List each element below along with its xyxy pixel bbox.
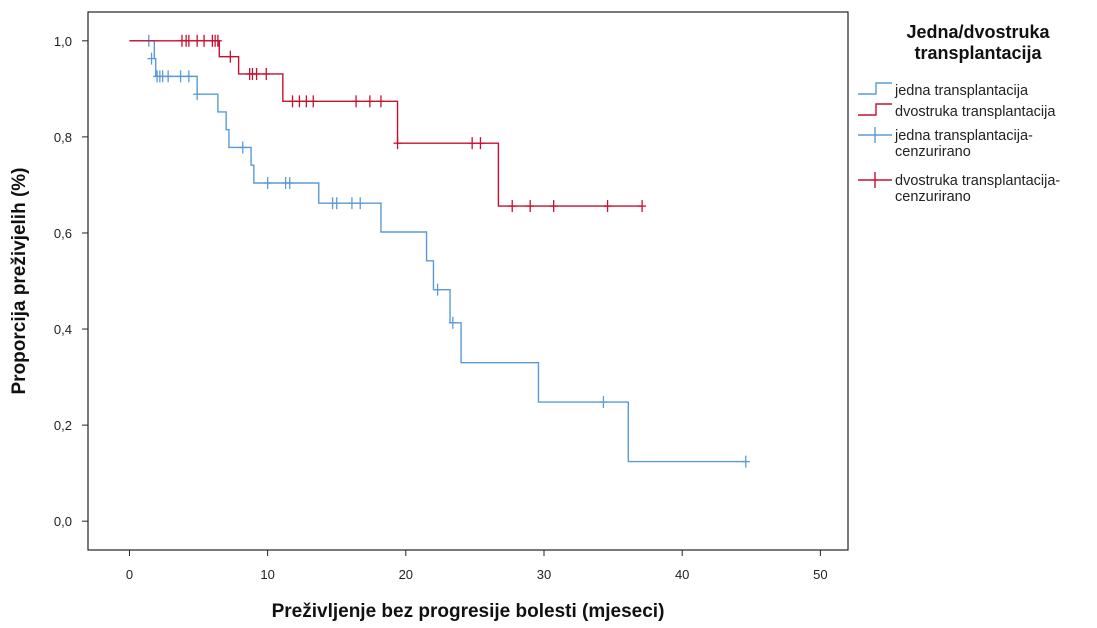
censor-mark-dvostruka — [468, 137, 477, 150]
censor-mark-dvostruka — [638, 200, 647, 213]
censor-mark-dvostruka — [213, 34, 222, 47]
censor-mark-jedna — [285, 177, 294, 190]
censor-mark-jedna — [433, 283, 442, 296]
legend-step-icon — [858, 103, 892, 116]
censor-mark-dvostruka — [288, 95, 297, 108]
y-axis-title: Proporcija preživjelih (%) — [9, 168, 30, 395]
plot-frame — [87, 11, 849, 551]
x-tick-label: 10 — [260, 567, 274, 582]
censor-mark-jedna — [741, 455, 750, 468]
censor-mark-dvostruka — [262, 67, 271, 80]
y-tick-label: 0,2 — [54, 418, 72, 433]
censor-mark-dvostruka — [376, 95, 385, 108]
censor-mark-dvostruka — [352, 95, 361, 108]
censor-mark-jedna — [184, 70, 193, 83]
legend-title: Jedna/dvostruka — [906, 22, 1050, 42]
survival-curve-jedna — [129, 40, 746, 463]
censor-mark-jedna — [599, 396, 608, 409]
axes-layer: 0 10 20 30 40 50 0,0 0,2 0,4 0,6 0,8 1,0 — [54, 34, 828, 582]
censor-mark-dvostruka — [193, 34, 202, 47]
censor-mark-dvostruka — [295, 95, 304, 108]
censor-mark-jedna — [238, 141, 247, 154]
censor-mark-dvostruka — [252, 67, 261, 80]
censor-mark-dvostruka — [476, 137, 485, 150]
censor-mark-dvostruka — [365, 95, 374, 108]
legend-title: transplantacija — [914, 43, 1042, 63]
legend-entry: jedna transplantacija-cenzurirano — [858, 127, 1033, 160]
plot-layer — [129, 34, 750, 468]
censor-mark-jedna — [193, 88, 202, 101]
legend-label: dvostruka transplantacija — [895, 104, 1056, 120]
legend-entry: dvostruka transplantacija-cenzurirano — [858, 172, 1060, 205]
legend-entry: dvostruka transplantacija — [858, 103, 1056, 120]
x-tick-label: 20 — [399, 567, 413, 582]
x-tick-label: 0 — [126, 567, 133, 582]
censor-mark-dvostruka — [302, 95, 311, 108]
y-tick-label: 0,4 — [54, 322, 72, 337]
censor-mark-dvostruka — [549, 200, 558, 213]
censor-mark-jedna — [164, 70, 173, 83]
y-tick-label: 0,0 — [54, 514, 72, 529]
censor-mark-jedna — [356, 197, 365, 210]
legend-label: jedna transplantacija- — [894, 128, 1033, 144]
censor-mark-dvostruka — [508, 200, 517, 213]
survival-curve-dvostruka — [129, 40, 643, 207]
x-tick-label: 40 — [675, 567, 689, 582]
censor-mark-dvostruka — [526, 200, 535, 213]
censor-mark-jedna — [147, 52, 156, 65]
censor-mark-dvostruka — [200, 34, 209, 47]
censor-mark-jedna — [448, 316, 457, 329]
x-tick-label: 30 — [537, 567, 551, 582]
censor-mark-dvostruka — [603, 200, 612, 213]
censor-mark-dvostruka — [393, 137, 402, 150]
y-tick-label: 1,0 — [54, 34, 72, 49]
legend-entry: jedna transplantacija — [858, 82, 1029, 99]
censor-mark-jedna — [176, 70, 185, 83]
legend-label: jedna transplantacija — [894, 83, 1029, 99]
y-tick-label: 0,6 — [54, 226, 72, 241]
x-axis-title: Preživljenje bez progresije bolesti (mje… — [272, 601, 665, 622]
censor-mark-dvostruka — [309, 95, 318, 108]
legend-label: dvostruka transplantacija- — [895, 173, 1060, 189]
legend-label: cenzurirano — [895, 189, 971, 205]
x-tick-label: 50 — [813, 567, 827, 582]
censor-mark-jedna — [332, 197, 341, 210]
censor-mark-jedna — [347, 197, 356, 210]
censor-mark-jedna — [263, 177, 272, 190]
legend-label: cenzurirano — [895, 144, 971, 160]
legend-step-icon — [858, 82, 892, 95]
censor-mark-dvostruka — [226, 50, 235, 63]
censor-mark-dvostruka — [184, 34, 193, 47]
y-tick-label: 0,8 — [54, 130, 72, 145]
